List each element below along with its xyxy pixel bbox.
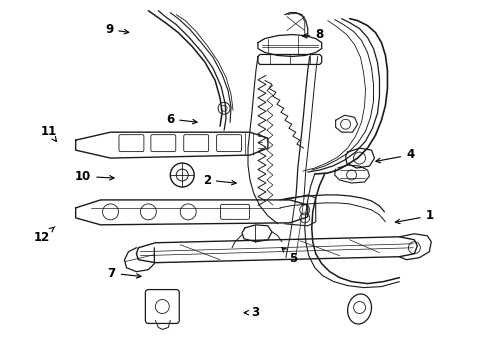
FancyBboxPatch shape: [217, 135, 242, 152]
Text: 5: 5: [282, 247, 297, 265]
Text: 10: 10: [75, 170, 114, 183]
Text: 4: 4: [376, 148, 415, 163]
FancyBboxPatch shape: [151, 135, 176, 152]
Text: 2: 2: [203, 174, 236, 186]
FancyBboxPatch shape: [184, 135, 209, 152]
Text: 3: 3: [244, 306, 260, 319]
Text: 11: 11: [41, 125, 57, 141]
Text: 1: 1: [395, 210, 434, 224]
Text: 9: 9: [105, 23, 129, 36]
Text: 12: 12: [34, 227, 55, 244]
FancyBboxPatch shape: [119, 135, 144, 152]
Text: 8: 8: [303, 28, 323, 41]
FancyBboxPatch shape: [146, 289, 179, 323]
Text: 7: 7: [107, 267, 141, 280]
Text: 6: 6: [166, 113, 197, 126]
FancyBboxPatch shape: [220, 204, 249, 219]
